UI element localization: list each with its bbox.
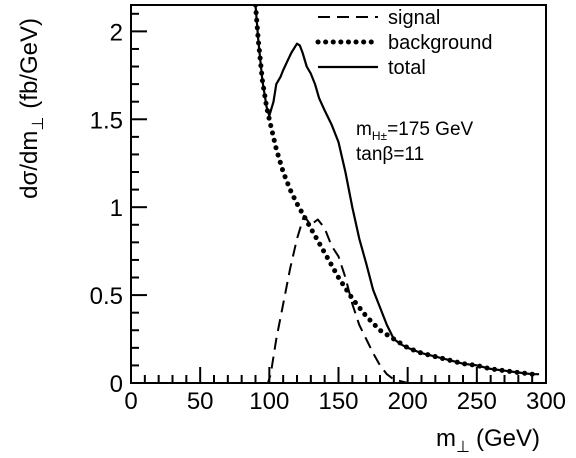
x-tick-label: 50 [187,388,214,415]
y-tick-label: 2 [110,19,123,46]
legend-label-signal: signal [388,7,440,29]
series-signal [131,215,546,383]
y-tick-label: 1 [110,195,123,222]
series-group [131,5,546,383]
annotation-tanbeta: tanβ=11 [356,144,424,165]
annotation-mass: mH±=175 GeV [356,119,474,143]
x-tick-label: 100 [249,388,289,415]
x-tick-label: 0 [124,388,137,415]
axes: 0 50 100 150 200 250 300 0 0.5 1 1.5 2 [90,4,566,415]
y-tick-label: 0 [110,371,123,398]
x-axis-label: m⊥ (GeV) [436,425,540,456]
legend-label-total: total [388,57,426,79]
x-tick-label: 150 [318,388,358,415]
series-total [254,5,540,376]
legend-label-background: background [388,32,493,54]
x-tick-label: 250 [457,388,497,415]
y-tick-label: 0.5 [90,283,123,310]
x-tick-label: 300 [526,388,566,415]
legend: signal background total [315,7,493,79]
y-axis-label: dσ/dm⊥(fb/GeV) [16,18,47,199]
y-tick-label: 1.5 [90,107,123,134]
plot-frame [130,4,547,384]
x-tick-label: 200 [388,388,428,415]
